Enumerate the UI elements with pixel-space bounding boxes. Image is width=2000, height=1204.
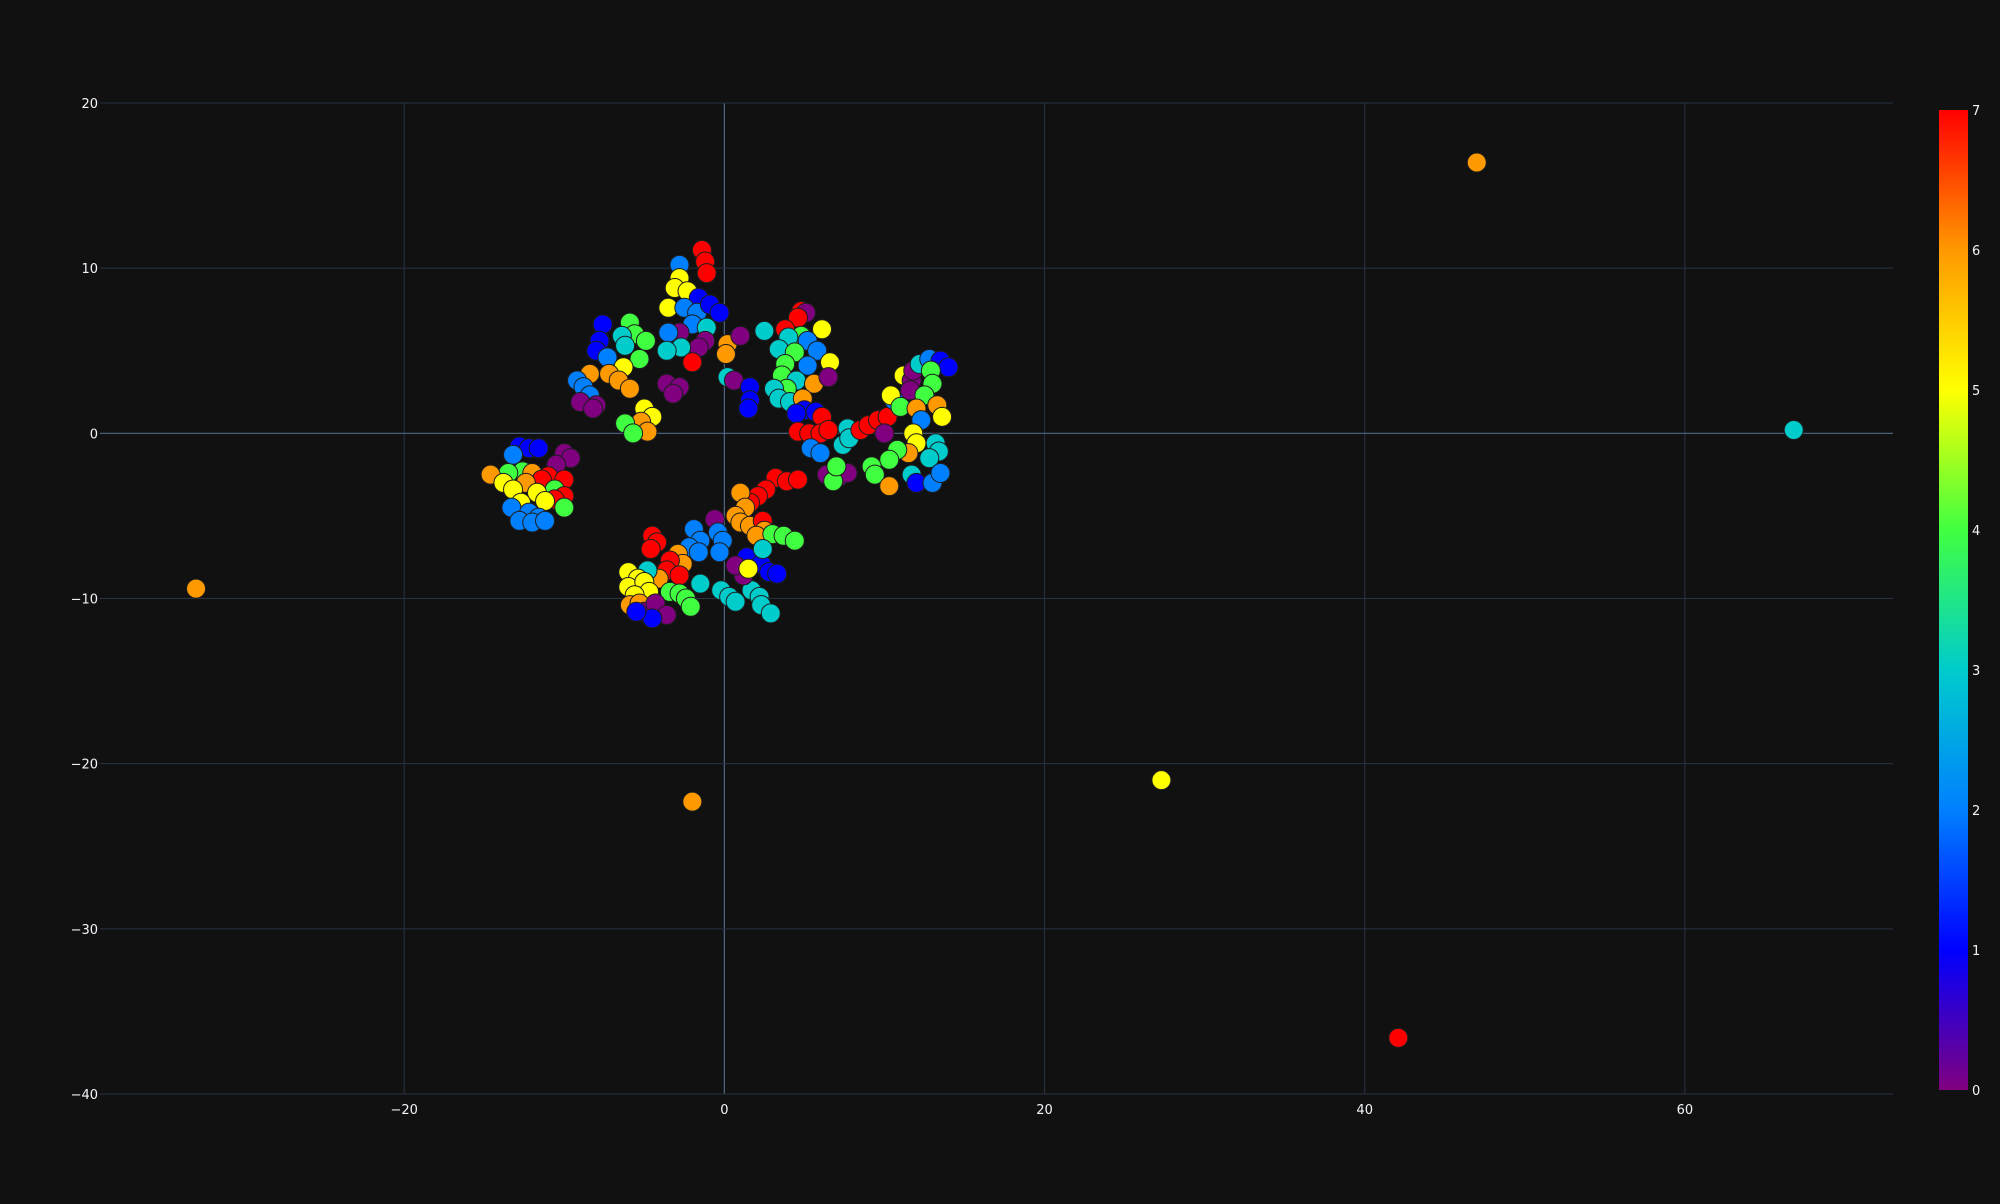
y-tick-label: −20: [71, 758, 98, 773]
data-point: [818, 420, 839, 441]
data-point: [615, 335, 636, 356]
data-point: [682, 352, 703, 373]
data-point: [656, 340, 677, 361]
x-tick-label: 40: [1356, 1103, 1373, 1118]
data-point: [629, 349, 650, 370]
data-point: [932, 406, 953, 427]
colorbar-gradient: [1939, 110, 1968, 1090]
data-point: [738, 398, 759, 419]
data-point: [752, 538, 773, 559]
colorbar: 0 1 2 3 4 5 6 7: [1939, 104, 1980, 1099]
colorbar-tick-label: 4: [1972, 524, 1980, 539]
data-point: [879, 476, 900, 497]
data-point: [682, 791, 703, 812]
data-points: [186, 152, 1804, 1048]
data-point: [619, 378, 640, 399]
data-point: [730, 325, 751, 346]
data-point: [810, 443, 831, 464]
data-point: [680, 596, 701, 617]
data-point: [709, 542, 730, 563]
data-point: [760, 603, 781, 624]
data-point: [663, 383, 684, 404]
colorbar-tick-label: 1: [1972, 944, 1980, 959]
y-tick-label: −30: [71, 923, 98, 938]
data-point: [1151, 770, 1172, 791]
data-point: [818, 367, 839, 388]
data-point: [715, 344, 736, 365]
data-point: [787, 469, 808, 490]
data-point: [930, 462, 951, 483]
data-point: [807, 340, 828, 361]
data-point: [626, 601, 647, 622]
data-point: [767, 563, 788, 584]
data-point: [1466, 152, 1487, 173]
data-point: [696, 263, 717, 284]
data-point: [592, 314, 613, 335]
data-point: [864, 464, 885, 485]
data-point: [688, 542, 709, 563]
x-tick-label: 0: [720, 1103, 728, 1118]
data-point: [635, 330, 656, 351]
data-point: [786, 403, 807, 424]
colorbar-tick-label: 7: [1972, 104, 1980, 119]
data-point: [919, 448, 940, 469]
data-point: [658, 322, 679, 343]
data-point: [1783, 420, 1804, 441]
colorbar-tick-label: 6: [1972, 244, 1980, 259]
data-point: [583, 398, 604, 419]
x-tick-label: 20: [1036, 1103, 1053, 1118]
y-tick-label: −10: [71, 593, 98, 608]
data-point: [669, 565, 690, 586]
colorbar-tick-label: 2: [1972, 804, 1980, 819]
y-tick-label: 0: [90, 427, 98, 442]
y-tick-label: 20: [81, 97, 98, 112]
colorbar-tick-label: 5: [1972, 384, 1980, 399]
data-point: [754, 320, 775, 341]
data-point: [640, 538, 661, 559]
x-tick-label: −20: [390, 1103, 417, 1118]
y-tick-label: −40: [71, 1088, 98, 1103]
data-point: [938, 357, 959, 378]
data-point: [784, 530, 805, 551]
data-point: [874, 423, 895, 444]
data-point: [186, 578, 207, 599]
colorbar-tick-label: 3: [1972, 664, 1980, 679]
data-point: [690, 573, 711, 594]
x-tick-label: 60: [1677, 1103, 1694, 1118]
data-point: [879, 449, 900, 470]
data-point: [738, 558, 759, 579]
data-point: [528, 438, 549, 459]
data-point: [623, 423, 644, 444]
y-tick-label: 10: [81, 262, 98, 277]
data-point: [812, 319, 833, 340]
data-point: [1388, 1027, 1409, 1048]
data-point: [535, 510, 556, 531]
data-point: [709, 302, 730, 323]
colorbar-tick-label: 0: [1972, 1084, 1980, 1099]
grid: [100, 102, 1893, 1095]
data-point: [797, 355, 818, 376]
data-point: [554, 497, 575, 518]
data-point: [826, 456, 847, 477]
axis-ticks: −20 0 20 40 60 −40 −30 −20 −10 0 10 20: [71, 97, 1694, 1118]
data-point: [725, 591, 746, 612]
data-point: [503, 444, 524, 465]
